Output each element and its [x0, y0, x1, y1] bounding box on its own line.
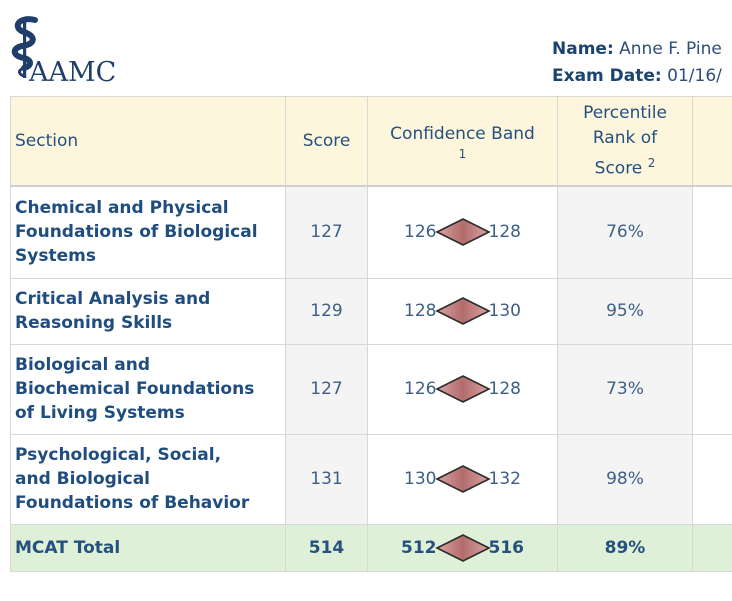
confidence-band: 126 128 — [404, 217, 521, 247]
section-cell: Critical Analysis and Reasoning Skills — [10, 277, 286, 345]
section-name-line: Reasoning Skills — [15, 313, 173, 333]
confidence-band-cell: 512 516 — [367, 523, 558, 572]
section-name-line: Foundations of Behavior — [15, 493, 250, 513]
header-percentile-line3: Score 2 — [558, 151, 692, 182]
percentile-cell: 95% — [557, 277, 693, 345]
score-cell: 127 — [285, 185, 368, 279]
extra-cell — [692, 433, 732, 525]
candidate-meta: Name: Anne F. Pine Exam Date: 01/16/ — [552, 36, 722, 90]
report-header: AAMC Name: Anne F. Pine Exam Date: 01/16… — [0, 0, 732, 96]
diamond-icon — [434, 465, 491, 493]
confidence-band: 130 132 — [404, 464, 521, 494]
section-name-line: Critical Analysis and — [15, 289, 211, 309]
header-percentile-footnote: 2 — [647, 155, 656, 170]
section-name-line: Psychological, Social, — [15, 445, 222, 465]
percentile-cell: 98% — [557, 433, 693, 525]
table-row: Critical Analysis and Reasoning Skills 12… — [10, 277, 732, 345]
caduceus-logo-icon — [11, 16, 38, 78]
name-line: Name: Anne F. Pine — [552, 36, 722, 63]
name-value: Anne F. Pine — [619, 39, 722, 59]
score-cell: 514 — [285, 523, 368, 572]
band-low: 130 — [404, 469, 437, 489]
table-row: Chemical and Physical Foundations of Biol… — [10, 185, 732, 279]
section-name-line: Foundations of Biological — [15, 222, 258, 243]
diamond-icon — [434, 375, 491, 403]
band-high: 130 — [488, 301, 521, 321]
section-cell: Psychological, Social, and Biological Foun… — [10, 433, 286, 525]
header-section: Section — [10, 96, 286, 187]
score-cell: 127 — [285, 343, 368, 435]
name-label: Name: — [552, 39, 614, 59]
aamc-logo: AAMC — [10, 14, 130, 88]
exam-date-value: 01/16/ — [667, 66, 722, 86]
header-confidence-band: Confidence Band 1 — [367, 96, 558, 187]
logo-wordmark: AAMC — [29, 57, 117, 88]
total-row: MCAT Total 514 512 516 89% — [10, 523, 732, 572]
header-section-label: Section — [15, 131, 79, 151]
band-high: 516 — [488, 537, 525, 558]
header-extra — [692, 96, 732, 187]
header-percentile-line3-text: Score — [594, 158, 643, 179]
table-row: Biological and Biochemical Foundations of … — [10, 343, 732, 435]
percentile-cell: 89% — [557, 523, 693, 572]
band-low: 128 — [404, 301, 437, 321]
score-cell: 129 — [285, 277, 368, 345]
band-low: 126 — [404, 222, 437, 243]
exam-date-label: Exam Date: — [552, 66, 662, 86]
confidence-band-cell: 128 130 — [367, 277, 558, 345]
confidence-band: 512 516 — [401, 533, 524, 563]
diamond-icon — [434, 533, 491, 562]
section-name-line: Biochemical Foundations — [15, 379, 255, 399]
band-high: 132 — [488, 469, 521, 489]
extra-cell — [692, 343, 732, 435]
percentile-cell: 73% — [557, 343, 693, 435]
table-row: Psychological, Social, and Biological Foun… — [10, 433, 732, 525]
section-name-line: and Biological — [15, 469, 151, 489]
extra-cell — [692, 277, 732, 345]
confidence-band: 126 128 — [404, 374, 521, 404]
header-percentile: Percentile Rank of Score 2 — [557, 96, 693, 187]
section-name-line: Biological and — [15, 355, 151, 375]
extra-cell — [692, 523, 732, 572]
percentile-cell: 76% — [557, 185, 693, 279]
confidence-band-cell: 126 128 — [367, 343, 558, 435]
header-confidence-band-footnote: 1 — [458, 146, 467, 161]
band-high: 128 — [488, 222, 521, 243]
exam-date-line: Exam Date: 01/16/ — [552, 63, 722, 90]
section-name-line: of Living Systems — [15, 403, 185, 423]
table-body: Chemical and Physical Foundations of Biol… — [10, 185, 732, 572]
score-table: Section Score Confidence Band 1 Percenti… — [10, 96, 732, 572]
header-score: Score — [285, 96, 368, 187]
confidence-band-cell: 126 128 — [367, 185, 558, 279]
band-low: 512 — [401, 537, 437, 558]
score-cell: 131 — [285, 433, 368, 525]
header-score-label: Score — [302, 130, 351, 151]
total-section-cell: MCAT Total — [10, 523, 286, 572]
band-high: 128 — [488, 379, 521, 399]
section-cell: Chemical and Physical Foundations of Biol… — [10, 185, 286, 279]
header-percentile-line2: Rank of — [592, 127, 658, 148]
section-cell: Biological and Biochemical Foundations of … — [10, 343, 286, 435]
extra-cell — [692, 185, 732, 279]
band-low: 126 — [404, 379, 437, 399]
header-percentile-line1: Percentile — [583, 102, 667, 123]
header-confidence-band-label: Confidence Band — [390, 123, 535, 144]
diamond-icon — [434, 218, 491, 247]
section-name-line: Systems — [15, 246, 96, 267]
confidence-band: 128 130 — [404, 296, 521, 326]
diamond-icon — [434, 297, 491, 325]
confidence-band-cell: 130 132 — [367, 433, 558, 525]
section-name-line: Chemical and Physical — [15, 198, 229, 219]
table-header-row: Section Score Confidence Band 1 Percenti… — [10, 96, 732, 187]
